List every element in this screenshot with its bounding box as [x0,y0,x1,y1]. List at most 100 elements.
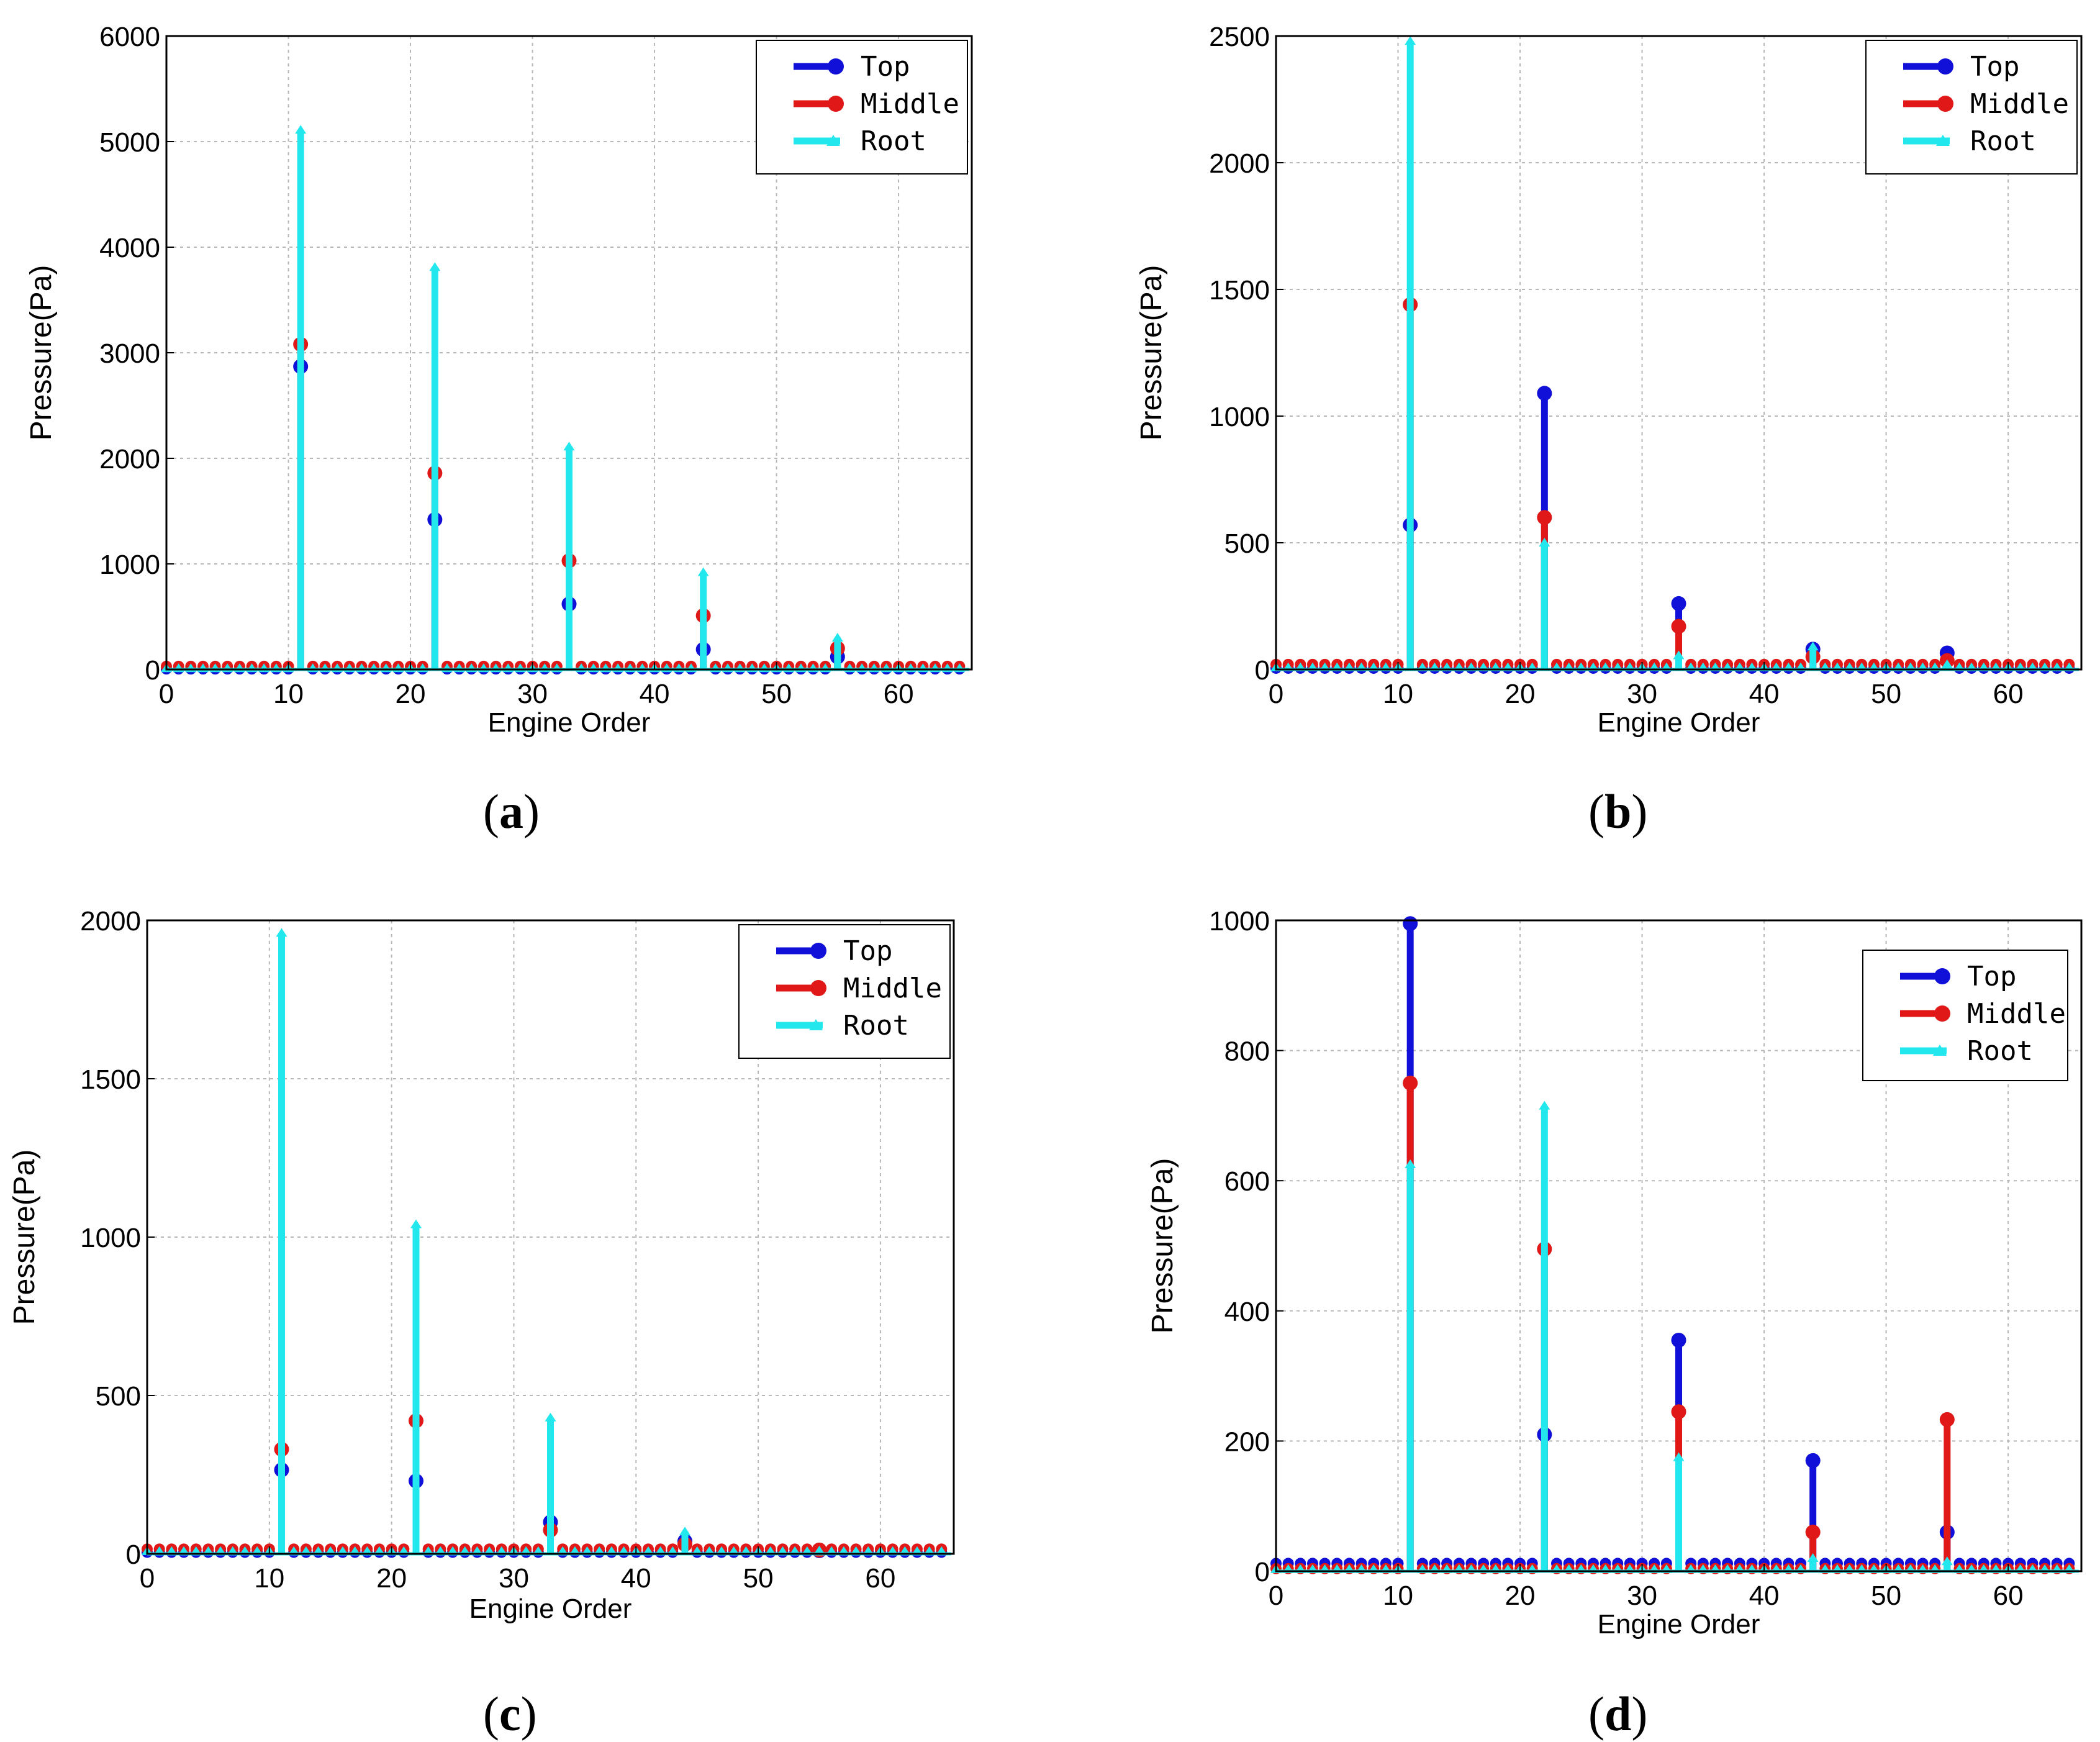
y-axis-label: Pressure(Pa) [1135,265,1168,441]
marker-peak [545,1412,556,1422]
y-tick-label: 6000 [99,22,160,52]
x-tick-label: 0 [140,1563,155,1594]
y-tick-label: 2500 [1209,22,1270,52]
marker-peak [1403,1076,1418,1091]
caption-b: (b) [1588,784,1648,838]
legend-label-top: Top [843,935,892,967]
legend: Top Middle Root [738,924,951,1059]
y-tick-label: 200 [1224,1427,1270,1457]
legend-marker-middle [828,96,844,112]
y-tick-label: 2000 [1209,148,1270,179]
y-tick-label: 500 [96,1381,141,1412]
legend-label-middle: Middle [861,88,959,120]
legend-marker-top [1937,58,1953,75]
x-tick-label: 40 [1749,1581,1780,1611]
y-axis-label: Pressure(Pa) [25,265,58,441]
caption-a: (a) [483,784,540,838]
marker-peak [295,125,307,134]
marker-peak [1939,1412,1955,1427]
y-tick-label: 0 [1255,1557,1270,1587]
x-tick-label: 20 [1505,1581,1536,1611]
legend-box [1865,40,2078,175]
marker-peak [410,1219,422,1228]
y-tick-label: 0 [1255,655,1270,686]
marker-peak [1671,619,1686,634]
x-tick-label: 50 [1871,679,1901,709]
legend: Top Middle Root [756,40,968,175]
x-tick-label: 60 [1993,679,2024,709]
legend-label-root: Root [1967,1035,2033,1067]
y-tick-label: 1000 [99,550,160,580]
x-tick-label: 30 [1627,1581,1657,1611]
y-tick-label: 1000 [1209,906,1270,937]
legend-label-middle: Middle [1967,998,2066,1030]
x-tick-label: 60 [1993,1581,2024,1611]
x-tick-label: 30 [1627,679,1657,709]
marker-peak [429,262,441,271]
marker-peak [1403,916,1418,932]
legend-box [756,40,968,175]
marker-peak [1941,659,1953,668]
x-axis-label: Engine Order [1598,707,1760,738]
y-axis-label: Pressure(Pa) [1146,1158,1179,1334]
x-tick-label: 0 [1269,679,1283,709]
marker-peak [813,1545,825,1554]
marker-peak [1671,1404,1686,1420]
x-tick-label: 40 [640,679,670,709]
marker-peak [1807,1553,1819,1563]
y-tick-label: 5000 [99,127,160,158]
caption-c: (c) [483,1687,537,1741]
marker-peak [1805,1525,1821,1540]
marker-peak [697,567,709,576]
legend-marker-middle [810,980,826,996]
y-tick-label: 800 [1224,1037,1270,1067]
x-tick-label: 20 [1505,679,1536,709]
y-tick-label: 500 [1224,528,1270,559]
marker-peak [1673,1452,1685,1461]
y-tick-label: 1000 [80,1223,141,1253]
x-tick-label: 40 [621,1563,651,1594]
x-axis-label: Engine Order [469,1594,632,1624]
marker-peak [1671,596,1686,611]
legend-label-top: Top [1970,51,2019,83]
chart-a: 0 10 20 30 40 50 60 0 1000 2000 3000 4000 5000 6000 En… [25,22,973,738]
x-tick-label: 50 [1871,1581,1901,1611]
y-tick-label: 4000 [99,233,160,263]
x-tick-label: 40 [1749,679,1780,709]
caption-d: (d) [1588,1687,1648,1741]
y-tick-label: 400 [1224,1297,1270,1327]
x-tick-label: 20 [396,679,426,709]
legend-label-root: Root [861,125,926,157]
marker-peak [1537,386,1552,401]
legend-label-top: Top [1967,961,2016,992]
legend-marker-root [826,135,840,146]
legend-box [738,924,951,1059]
y-axis-label: Pressure(Pa) [8,1150,41,1325]
x-tick-label: 50 [743,1563,774,1594]
legend-box [1862,950,2068,1081]
marker-peak [831,633,843,642]
marker-peak [1405,36,1416,45]
y-tick-label: 2000 [99,444,160,474]
marker-peak [1405,1159,1416,1168]
marker-peak [1941,1556,1953,1566]
y-tick-label: 0 [145,655,160,686]
legend-label-root: Root [1970,125,2036,157]
legend-label-middle: Middle [1970,88,2069,120]
marker-peak [679,1527,690,1536]
x-tick-label: 0 [159,679,174,709]
chart-b: 0 10 20 30 40 50 60 0 500 1000 1500 2000 2500 Engine … [1135,22,2083,738]
y-tick-label: 600 [1224,1166,1270,1197]
x-tick-label: 0 [1269,1581,1283,1611]
y-tick-label: 1500 [80,1064,141,1095]
x-tick-label: 50 [761,679,792,709]
marker-peak [1805,1453,1821,1468]
legend-label-root: Root [843,1010,909,1041]
x-tick-label: 10 [1383,679,1413,709]
legend-label-top: Top [861,51,910,83]
y-tick-label: 2000 [80,906,141,937]
x-tick-label: 10 [273,679,304,709]
x-tick-label: 60 [884,679,914,709]
y-tick-label: 1000 [1209,402,1270,432]
